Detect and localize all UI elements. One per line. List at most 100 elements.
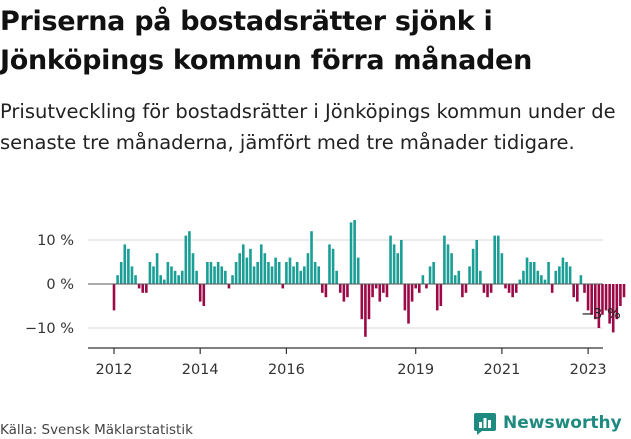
bar <box>303 266 306 284</box>
bar <box>525 257 529 284</box>
bar <box>382 284 385 293</box>
bar <box>324 284 328 298</box>
bar <box>137 284 141 289</box>
bar <box>216 262 220 284</box>
x-tick-label: 2023 <box>570 362 607 378</box>
bar <box>371 284 374 298</box>
bar <box>288 257 292 284</box>
bar <box>511 284 514 298</box>
bar <box>299 270 303 284</box>
bar <box>496 235 500 284</box>
chart-title: Priserna på bostadsrätter sjönk i Jönköp… <box>0 6 532 76</box>
bar <box>608 284 611 324</box>
bar <box>259 244 263 284</box>
bar <box>514 284 518 293</box>
bar <box>482 284 486 293</box>
bar <box>604 284 608 311</box>
bar <box>432 262 435 284</box>
bar <box>238 253 241 284</box>
bar <box>507 284 511 293</box>
bar <box>256 262 259 284</box>
bar <box>403 284 407 311</box>
bar <box>249 248 252 284</box>
bar-chart: 10 % 0 % −10 % 2012 2014 2016 2019 2021 2023 −3 % <box>25 220 626 378</box>
bar <box>338 284 342 293</box>
bar <box>356 257 360 284</box>
bar <box>188 231 191 284</box>
bar <box>435 284 439 311</box>
bar <box>159 275 162 284</box>
bar <box>443 235 446 284</box>
bar <box>568 266 572 284</box>
bar <box>586 284 590 311</box>
x-tick-label: 2021 <box>483 362 520 378</box>
bar <box>593 284 597 320</box>
bar <box>561 257 565 284</box>
bar <box>335 270 338 284</box>
bar <box>446 244 450 284</box>
bar <box>619 284 622 306</box>
x-tick-label: 2016 <box>268 362 305 378</box>
bar <box>198 284 202 302</box>
bar <box>152 266 155 284</box>
bar <box>493 235 496 284</box>
bar <box>622 284 626 298</box>
bar <box>119 262 123 284</box>
bar <box>364 284 367 337</box>
bar <box>457 270 461 284</box>
bar <box>389 235 392 284</box>
bar <box>385 284 389 298</box>
bar <box>486 284 489 298</box>
brand-logo-block[interactable]: Newsworthy <box>473 410 622 436</box>
bar <box>191 253 195 284</box>
bar <box>522 270 525 284</box>
bar <box>579 275 583 284</box>
bar <box>583 284 586 293</box>
bar <box>565 262 568 284</box>
bar <box>173 270 177 284</box>
bar <box>252 266 256 284</box>
bar <box>177 275 180 284</box>
bar <box>367 284 371 320</box>
bar <box>306 253 310 284</box>
bar <box>245 257 249 284</box>
bar <box>500 253 504 284</box>
x-tick-label: 2012 <box>96 362 133 378</box>
bar <box>112 284 116 311</box>
bar <box>471 248 475 284</box>
bar <box>213 266 216 284</box>
bar <box>601 284 604 315</box>
bar <box>532 262 536 284</box>
y-tick-label: −10 % <box>25 321 74 337</box>
bar <box>400 240 403 284</box>
bar <box>227 284 231 289</box>
chart-subtitle: Prisutveckling för bostadsrätter i Jönkö… <box>0 100 616 154</box>
x-tick-label: 2014 <box>182 362 219 378</box>
bar <box>414 284 417 289</box>
bar <box>374 284 378 289</box>
bar <box>274 257 277 284</box>
bar <box>313 262 317 284</box>
bar <box>202 284 206 306</box>
bar <box>518 279 522 284</box>
bar <box>529 262 532 284</box>
bar <box>195 270 198 284</box>
bar <box>417 284 421 293</box>
bar <box>453 275 457 284</box>
bar <box>611 284 615 333</box>
source-note: Källa: Svensk Mäklarstatistik <box>0 422 193 438</box>
newsworthy-logo-icon <box>474 413 496 435</box>
bar <box>504 284 507 289</box>
bar <box>615 284 619 320</box>
bar <box>220 266 224 284</box>
bar <box>281 284 285 289</box>
bar <box>116 275 119 284</box>
bar <box>428 266 432 284</box>
bar <box>392 244 396 284</box>
bar <box>475 240 479 284</box>
bar <box>550 284 554 293</box>
y-tick-label: 10 % <box>37 233 74 249</box>
bar <box>134 275 137 284</box>
bar <box>572 284 576 298</box>
bar <box>321 284 324 293</box>
